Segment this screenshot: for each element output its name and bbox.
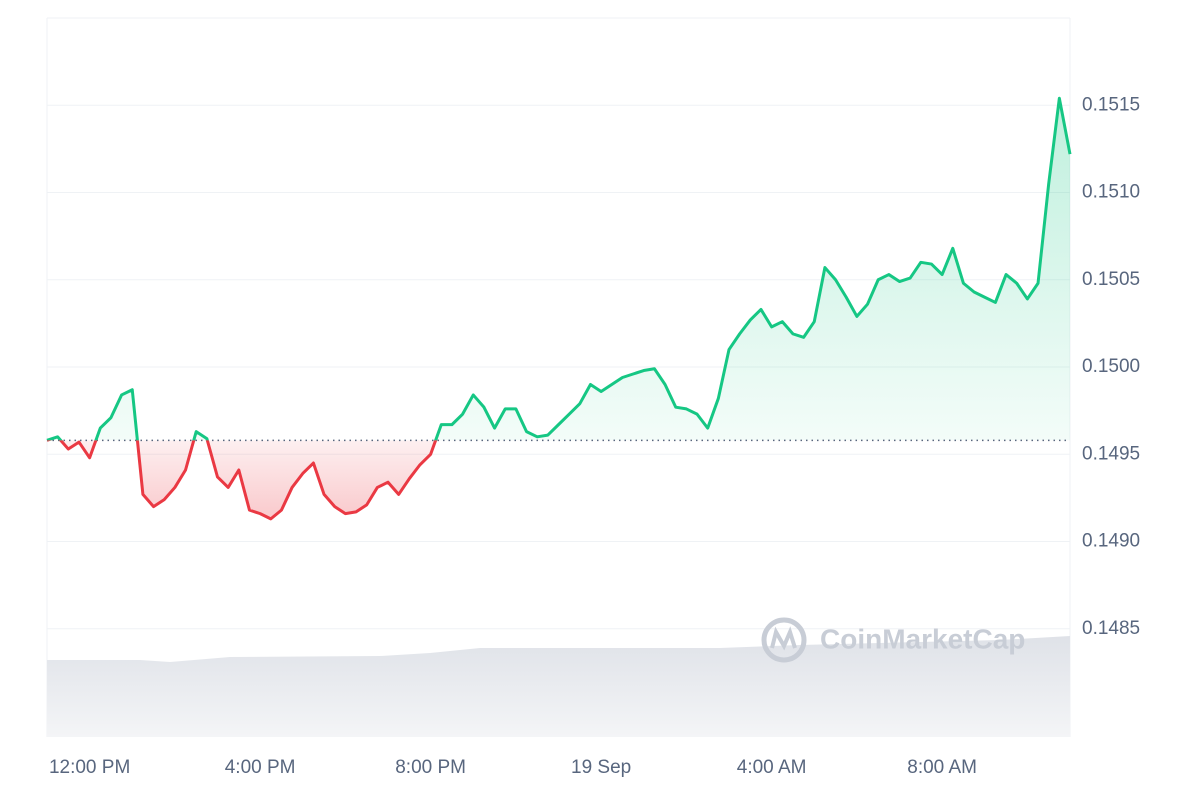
y-tick-label: 0.1505 <box>1082 269 1140 290</box>
y-axis: 0.1490 <box>47 531 1140 552</box>
x-tick-label: 8:00 PM <box>395 757 466 778</box>
y-axis: 0.1485 <box>47 618 1140 639</box>
y-axis: 0.1515 <box>47 94 1140 115</box>
x-tick-label: 19 Sep <box>571 757 631 778</box>
area-up <box>47 98 1070 441</box>
y-tick-label: 0.1515 <box>1082 94 1140 115</box>
price-line-up <box>46 96 1072 441</box>
watermark-logo-mark <box>770 626 797 651</box>
y-tick-label: 0.1490 <box>1082 531 1140 552</box>
y-axis: 0.1505 <box>47 269 1140 290</box>
y-tick-label: 0.1500 <box>1082 356 1140 377</box>
x-tick-label: 8:00 AM <box>907 757 977 778</box>
y-tick-label: 0.1510 <box>1082 182 1140 203</box>
y-tick-label: 0.1495 <box>1082 443 1140 464</box>
y-tick-label: 0.1485 <box>1082 618 1140 639</box>
watermark-logo <box>761 617 807 663</box>
x-tick-label: 12:00 PM <box>49 757 130 778</box>
area-down <box>47 440 436 519</box>
price-line-down <box>46 440 438 521</box>
watermark: CoinMarketCap <box>761 617 1025 663</box>
x-tick-label: 4:00 AM <box>737 757 807 778</box>
x-tick-label: 4:00 PM <box>225 757 296 778</box>
y-axis: 0.1510 <box>47 182 1140 203</box>
volume-area <box>47 636 1070 737</box>
watermark-text: CoinMarketCap <box>820 623 1025 654</box>
